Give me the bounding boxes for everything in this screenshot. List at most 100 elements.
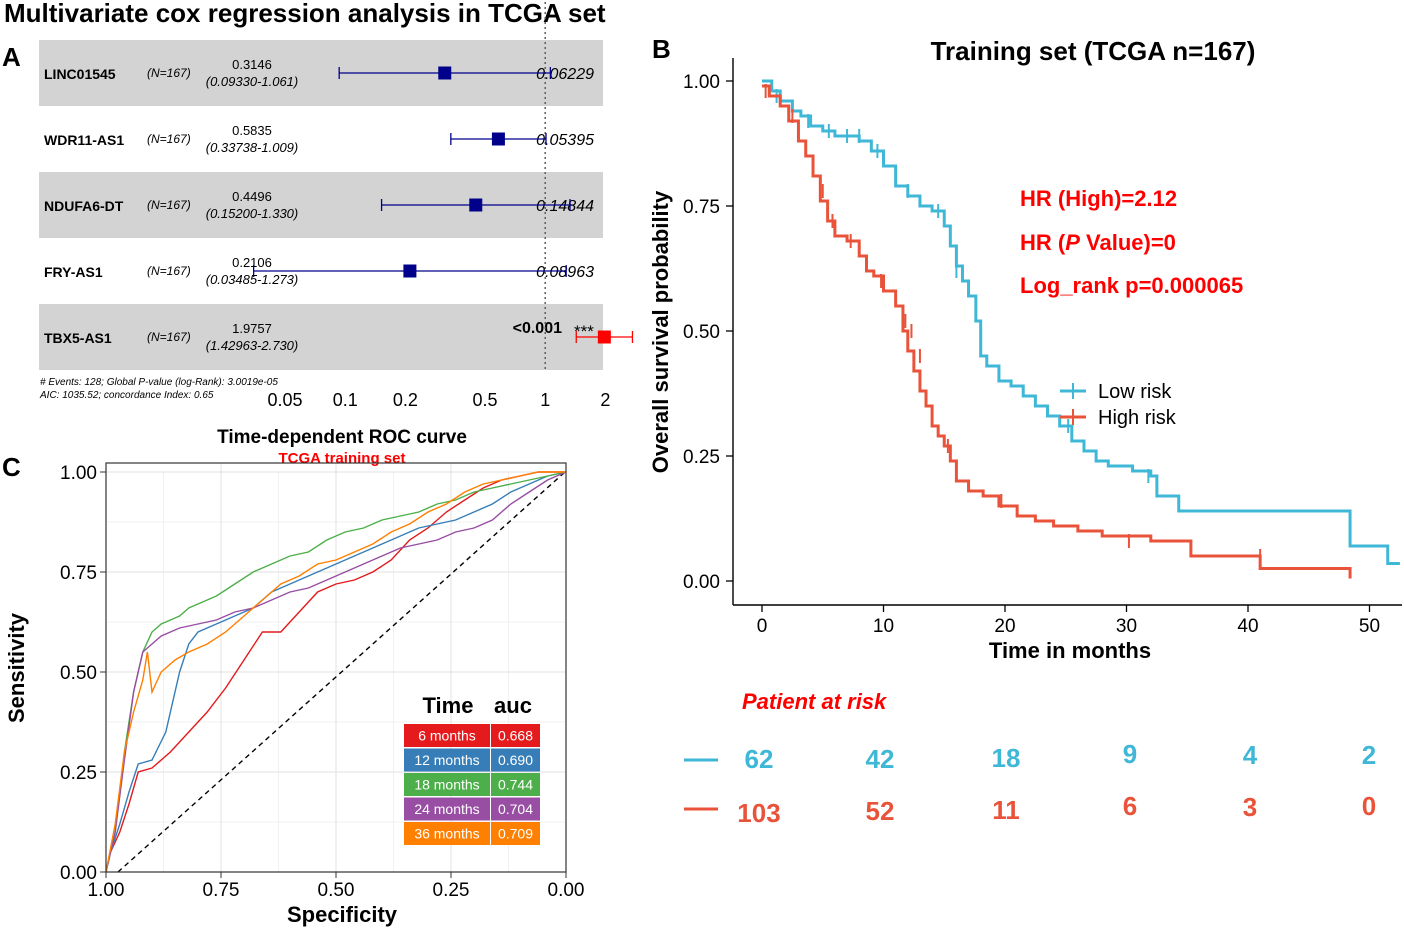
forest-row-n-linc01545: (N=167) [147, 66, 191, 80]
auc-value-12-months: 0.690 [498, 752, 533, 768]
forest-footnote-aic: AIC: 1035.52; concordance Index: 0.65 [39, 390, 214, 401]
forest-row-sig-tbx5-as1: *** [574, 322, 594, 341]
roc-y-tick-4: 1.00 [60, 463, 97, 484]
forest-rows: LINC01545 (N=167) 0.3146 (0.09330-1.061) 0.0… [39, 40, 603, 370]
forest-row-ci-fry-as1: (0.03485-1.273) [206, 272, 299, 287]
risk-count-high-risk-2: 11 [992, 795, 1020, 825]
km-y-axis: 0.00 0.25 0.50 0.75 1.00 [683, 72, 733, 593]
km-x-tick-3: 30 [1116, 616, 1137, 637]
risk-count-high-risk-5: 0 [1362, 791, 1376, 821]
forest-row-hr-fry-as1: 0.2106 [232, 255, 272, 270]
roc-x-tick-0: 1.00 [88, 880, 125, 901]
roc-title: Time-dependent ROC curve [217, 427, 467, 448]
km-x-tick-1: 10 [873, 616, 894, 637]
km-x-tick-2: 20 [994, 616, 1015, 637]
forest-x-tick-2: 0.2 [393, 390, 418, 410]
roc-x-tick-1: 0.75 [203, 880, 240, 901]
forest-row-hr-linc01545: 0.3146 [232, 57, 272, 72]
km-x-tick-4: 40 [1237, 616, 1258, 637]
km-logrank-p: Log_rank p=0.000065 [1020, 273, 1243, 298]
forest-row-ci-tbx5-as1: (1.42963-2.730) [206, 338, 299, 353]
auc-label-12-months: 12 months [414, 752, 479, 768]
forest-point-ndufa6-dt [469, 198, 483, 212]
roc-subtitle: TCGA training set [279, 450, 406, 467]
forest-point-wdr11-as1 [491, 132, 505, 146]
auc-label-24-months: 24 months [414, 801, 479, 817]
risk-count-high-risk-1: 52 [866, 796, 895, 826]
risk-count-low-risk-1: 42 [866, 744, 895, 774]
forest-point-fry-as1 [403, 264, 417, 278]
roc-diagonal-reference [117, 471, 566, 873]
km-y-tick-4: 1.00 [683, 72, 720, 93]
km-title: Training set (TCGA n=167) [931, 36, 1256, 66]
forest-x-tick-4: 1 [540, 390, 550, 410]
auc-cell-label-bg-18-months [404, 773, 490, 796]
forest-row-hr-wdr11-as1: 0.5835 [232, 123, 272, 138]
auc-cell-label-bg-6-months [404, 724, 490, 747]
roc-y-tick-3: 0.75 [60, 563, 97, 584]
roc-y-axis: 0.00 0.25 0.50 0.75 1.00 [60, 463, 106, 884]
forest-row-n-fry-as1: (N=167) [147, 264, 191, 278]
auc-cell-value-bg-24-months [491, 797, 540, 821]
legend-low-risk-label: Low risk [1098, 381, 1172, 403]
auc-cell-value-bg-18-months [491, 773, 540, 796]
roc-y-tick-2: 0.50 [60, 663, 97, 684]
forest-row-n-ndufa6-dt: (N=167) [147, 198, 191, 212]
risk-count-high-risk-4: 3 [1243, 792, 1257, 822]
forest-row-p-ndufa6-dt: 0.14844 [536, 198, 594, 215]
panel-label-c: C [2, 452, 21, 482]
forest-row-hr-ndufa6-dt: 0.4496 [232, 189, 272, 204]
risk-count-low-risk-5: 2 [1362, 740, 1376, 770]
roc-x-axis: 1.00 0.75 0.50 0.25 0.00 [88, 872, 585, 901]
km-x-axis: 0 10 20 30 40 50 [757, 605, 1380, 637]
auc-table-header-auc: auc [494, 693, 532, 718]
forest-row-name-fry-as1: FRY-AS1 [44, 264, 103, 280]
forest-marks [252, 66, 634, 344]
forest-x-axis: 0.05 0.1 0.2 0.5 1 2 [267, 390, 610, 410]
auc-cell-label-bg-24-months [404, 797, 490, 821]
auc-cell-label-bg-36-months [404, 822, 490, 845]
km-y-tick-2: 0.50 [683, 322, 720, 343]
risk-count-low-risk-2: 18 [992, 743, 1021, 773]
forest-x-tick-0: 0.05 [267, 390, 302, 410]
roc-curve-24-months [105, 471, 567, 873]
forest-row-ci-linc01545: (0.09330-1.061) [206, 74, 299, 89]
km-hr-high: HR (High)=2.12 [1020, 186, 1177, 211]
forest-row-p-tbx5-as1: <0.001 [513, 320, 562, 337]
forest-point-tbx5-as1 [597, 330, 611, 344]
auc-cell-value-bg-36-months [491, 822, 540, 845]
roc-y-tick-1: 0.25 [60, 763, 97, 784]
forest-x-tick-3: 0.5 [472, 390, 497, 410]
risk-table-title: Patient at risk [742, 689, 888, 714]
auc-value-6-months: 0.668 [498, 728, 533, 744]
km-legend: Low risk High risk [1060, 381, 1177, 429]
risk-count-high-risk-0: 103 [737, 798, 780, 828]
km-hr-pvalue-suffix: Value)=0 [1080, 230, 1176, 255]
km-curve-high-risk [762, 84, 1352, 579]
roc-x-tick-4: 0.00 [548, 880, 585, 901]
km-y-tick-1: 0.25 [683, 447, 720, 468]
forest-row-bg-tbx5-as1 [39, 304, 603, 370]
forest-row-ci-ndufa6-dt: (0.15200-1.330) [206, 206, 299, 221]
risk-count-low-risk-0: 62 [745, 744, 774, 774]
roc-x-tick-3: 0.25 [433, 880, 470, 901]
km-hr-pvalue-prefix: HR ( [1020, 230, 1066, 255]
forest-row-n-wdr11-as1: (N=167) [147, 132, 191, 146]
roc-curve-6-months [105, 471, 566, 873]
km-x-axis-label: Time in months [989, 638, 1151, 663]
auc-label-36-months: 36 months [414, 826, 479, 842]
forest-row-name-tbx5-as1: TBX5-AS1 [44, 330, 112, 346]
auc-cell-label-bg-12-months [404, 748, 490, 772]
forest-x-tick-5: 2 [600, 390, 610, 410]
km-x-tick-0: 0 [757, 616, 768, 637]
auc-table: Time auc 6 months 0.668 12 months 0.690 18 m… [404, 693, 540, 845]
risk-count-low-risk-3: 9 [1123, 739, 1137, 769]
auc-value-18-months: 0.744 [498, 777, 533, 793]
auc-label-18-months: 18 months [414, 777, 479, 793]
risk-count-low-risk-4: 4 [1243, 740, 1258, 770]
roc-curve-12-months [105, 471, 567, 873]
auc-table-header-time: Time [423, 693, 474, 718]
km-y-axis-label: Overall survival probability [648, 190, 673, 473]
auc-cell-value-bg-12-months [491, 748, 540, 772]
